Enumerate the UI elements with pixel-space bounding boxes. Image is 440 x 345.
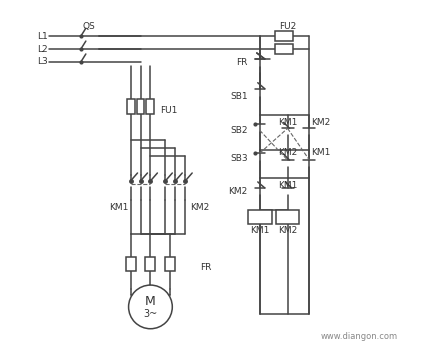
Text: 3~: 3~: [143, 309, 158, 319]
Text: QS: QS: [82, 22, 95, 31]
Text: FR: FR: [236, 58, 248, 67]
Bar: [275, 210, 300, 224]
Text: KM2: KM2: [190, 203, 209, 212]
Text: L1: L1: [37, 32, 48, 41]
Text: L3: L3: [37, 57, 48, 66]
Bar: [275, 44, 293, 54]
Bar: [275, 31, 293, 41]
Text: FU2: FU2: [280, 22, 297, 31]
Bar: [125, 257, 136, 271]
Text: SB2: SB2: [230, 126, 248, 135]
Bar: [127, 99, 135, 115]
Bar: [147, 99, 154, 115]
Bar: [248, 210, 271, 224]
Bar: [165, 257, 175, 271]
Text: M: M: [145, 295, 156, 308]
Text: KM1: KM1: [278, 118, 297, 127]
Text: KM1: KM1: [312, 148, 331, 157]
Text: www.diangon.com: www.diangon.com: [321, 332, 398, 341]
Text: L2: L2: [37, 45, 48, 53]
Text: KM2: KM2: [228, 187, 248, 196]
Text: SB3: SB3: [230, 154, 248, 162]
Text: KM2: KM2: [312, 118, 331, 127]
Bar: [136, 99, 144, 115]
Text: KM1: KM1: [250, 226, 269, 235]
Text: SB1: SB1: [230, 92, 248, 101]
Circle shape: [128, 285, 172, 329]
Text: KM1: KM1: [109, 203, 128, 212]
Text: KM1: KM1: [278, 181, 297, 190]
Text: FR: FR: [200, 263, 212, 272]
Bar: [146, 257, 155, 271]
Text: KM2: KM2: [278, 226, 297, 235]
Text: KM2: KM2: [278, 148, 297, 157]
Text: FU1: FU1: [160, 106, 178, 115]
